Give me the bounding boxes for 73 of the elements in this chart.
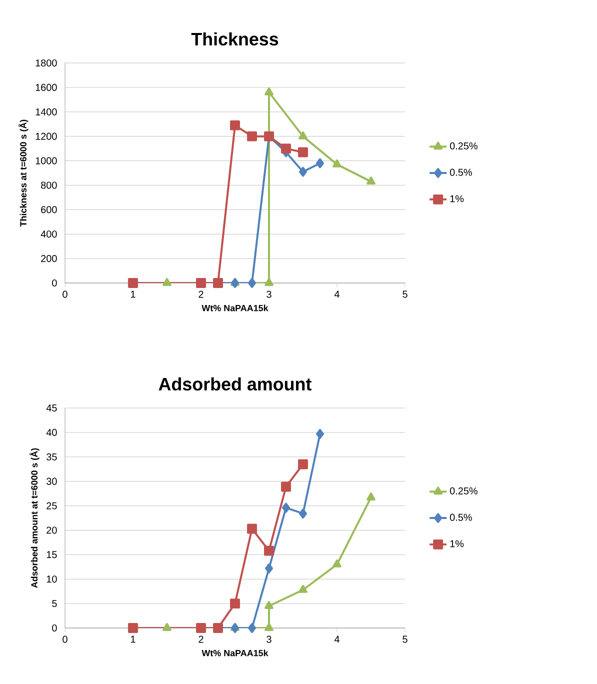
y-axis-title: Adsorbed amount at t=6000 s (Å) (30, 448, 40, 588)
point (298, 147, 308, 158)
point (366, 492, 376, 500)
y-tick-label: 0 (52, 624, 57, 632)
point (332, 559, 342, 568)
point (298, 459, 308, 470)
point (264, 601, 274, 609)
y-tick-label: 20 (46, 526, 57, 534)
x-tick-label: 4 (334, 636, 340, 643)
legend-label: 0.25% (450, 487, 478, 494)
x-axis-title: Wt% NaPAA15k (202, 304, 268, 312)
x-tick-label: 1 (130, 290, 136, 298)
point (366, 176, 376, 185)
point (316, 428, 324, 439)
point (264, 546, 274, 556)
x-tick-label: 0 (62, 636, 68, 643)
y-tick-label: 10 (46, 576, 57, 583)
y-axis-title: Thickness at t=6000 s (Å) (18, 120, 28, 227)
chart-title: Thickness (191, 32, 278, 46)
x-tick-label: 1 (130, 636, 136, 643)
x-tick-label: 3 (266, 636, 272, 643)
point (332, 159, 342, 168)
legend-label: 0.5% (450, 168, 472, 176)
point (299, 166, 307, 177)
chart-title: Adsorbed amount (158, 377, 312, 390)
point (247, 131, 257, 142)
x-tick-label: 2 (198, 290, 204, 298)
legend-label: 0.5% (450, 514, 472, 521)
y-tick-label: 25 (46, 502, 57, 510)
point (299, 508, 307, 519)
x-tick-label: 3 (266, 290, 272, 298)
y-tick-label: 200 (41, 255, 57, 262)
point (248, 623, 256, 633)
legend-label: 1% (450, 195, 464, 202)
y-tick-label: 35 (46, 453, 57, 460)
point (281, 144, 291, 154)
x-axis-title: Wt% NaPAA15k (202, 650, 268, 656)
point (281, 482, 291, 492)
x-tick-label: 4 (334, 290, 340, 298)
y-tick-label: 600 (41, 206, 57, 214)
y-tick-label: 45 (46, 404, 57, 412)
y-tick-label: 1800 (36, 59, 57, 67)
y-tick-label: 1200 (36, 132, 57, 140)
y-tick-label: 1000 (36, 157, 57, 164)
legend-label: 1% (450, 540, 464, 548)
x-tick-label: 2 (198, 636, 204, 643)
point (282, 502, 290, 513)
point (230, 120, 240, 130)
point (264, 278, 274, 286)
y-tick-label: 1600 (36, 84, 57, 91)
point (247, 524, 257, 534)
y-tick-label: 800 (41, 182, 57, 189)
point (316, 158, 324, 168)
y-tick-label: 1400 (36, 108, 57, 116)
point (298, 131, 308, 140)
point (298, 584, 308, 593)
x-tick-label: 5 (402, 290, 408, 298)
point (162, 278, 172, 286)
legend-label: 0.25% (450, 142, 478, 150)
y-tick-label: 400 (40, 230, 57, 238)
point (264, 87, 274, 96)
y-tick-label: 0 (52, 279, 57, 287)
y-tick-label: 30 (46, 478, 57, 485)
point (264, 623, 274, 631)
y-tick-label: 15 (46, 551, 57, 558)
point (162, 623, 172, 631)
x-tick-label: 0 (62, 290, 68, 298)
y-tick-label: 5 (52, 600, 57, 608)
point (230, 598, 240, 609)
x-tick-label: 5 (402, 636, 408, 643)
point (265, 563, 273, 574)
point (248, 278, 256, 288)
y-tick-label: 40 (46, 428, 57, 436)
